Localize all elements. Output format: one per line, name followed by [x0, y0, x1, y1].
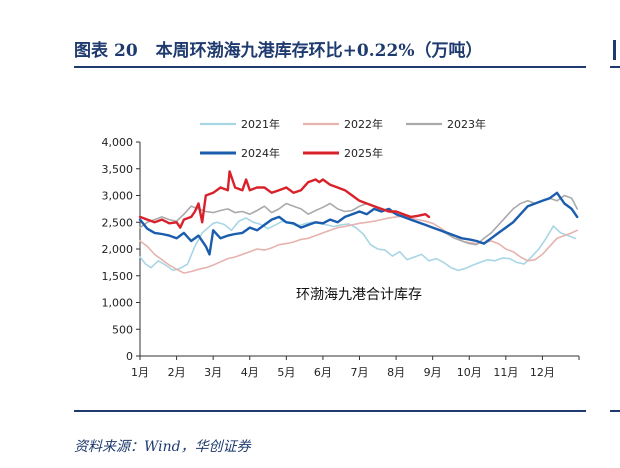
series-line-3 [139, 194, 579, 246]
series-line-4 [138, 191, 579, 256]
figure-title-text: 本周环渤海九港库存环比+0.22%（万吨） [155, 41, 483, 61]
x-tick-label: 8月 [387, 366, 405, 379]
x-tick-label: 7月 [351, 366, 369, 379]
series-line-2 [139, 215, 579, 274]
x-tick-label: 6月 [314, 366, 332, 379]
y-tick-label: 2,000 [102, 243, 134, 256]
legend-label: 2024年 [241, 146, 280, 160]
next-panel-edge [613, 40, 616, 60]
source-note: 资料来源：Wind，华创证券 [74, 439, 251, 455]
y-tick-label: 3,000 [102, 190, 134, 203]
x-tick-label: 10月 [457, 366, 482, 379]
legend-label: 2025年 [344, 146, 383, 160]
y-tick-label: 1,500 [102, 270, 134, 283]
x-tick-label: 9月 [424, 366, 442, 379]
x-tick-label: 2月 [168, 366, 186, 379]
x-tick-label: 5月 [277, 366, 295, 379]
figure-title: 图表 20 本周环渤海九港库存环比+0.22%（万吨） [74, 36, 482, 61]
x-tick-label: 4月 [241, 366, 259, 379]
chart-series [138, 170, 579, 274]
y-tick-label: 0 [126, 350, 133, 363]
footer-divider [74, 410, 586, 412]
title-divider [74, 66, 586, 68]
legend-label: 2021年 [241, 117, 280, 131]
x-tick-label: 3月 [204, 366, 222, 379]
series-line-1 [139, 217, 577, 272]
y-tick-label: 4,000 [102, 136, 134, 149]
next-panel-top-rule [610, 66, 620, 68]
figure-number: 20 [114, 41, 138, 61]
legend-label: 2022年 [344, 117, 383, 131]
series-line-5 [138, 170, 431, 229]
figure-label: 图表 [74, 41, 108, 61]
x-tick-label: 1月 [131, 366, 149, 379]
x-tick-label: 11月 [493, 366, 518, 379]
x-tick-label: 12月 [530, 366, 555, 379]
next-panel-bottom-rule [610, 410, 620, 412]
chart-legend: 2021年 2022年 2023年 2024年 2025年 [200, 117, 486, 160]
legend-label: 2023年 [447, 117, 486, 131]
y-tick-label: 2,500 [102, 216, 134, 229]
chart-annotation: 环渤海九港合计库存 [296, 287, 422, 303]
chart-axes: 0 500 1,000 1,500 2,000 2,500 3,000 3,500 4,000 1… [102, 136, 580, 379]
y-tick-label: 3,500 [102, 163, 134, 176]
y-tick-label: 500 [112, 323, 133, 336]
y-tick-label: 1,000 [102, 297, 134, 310]
